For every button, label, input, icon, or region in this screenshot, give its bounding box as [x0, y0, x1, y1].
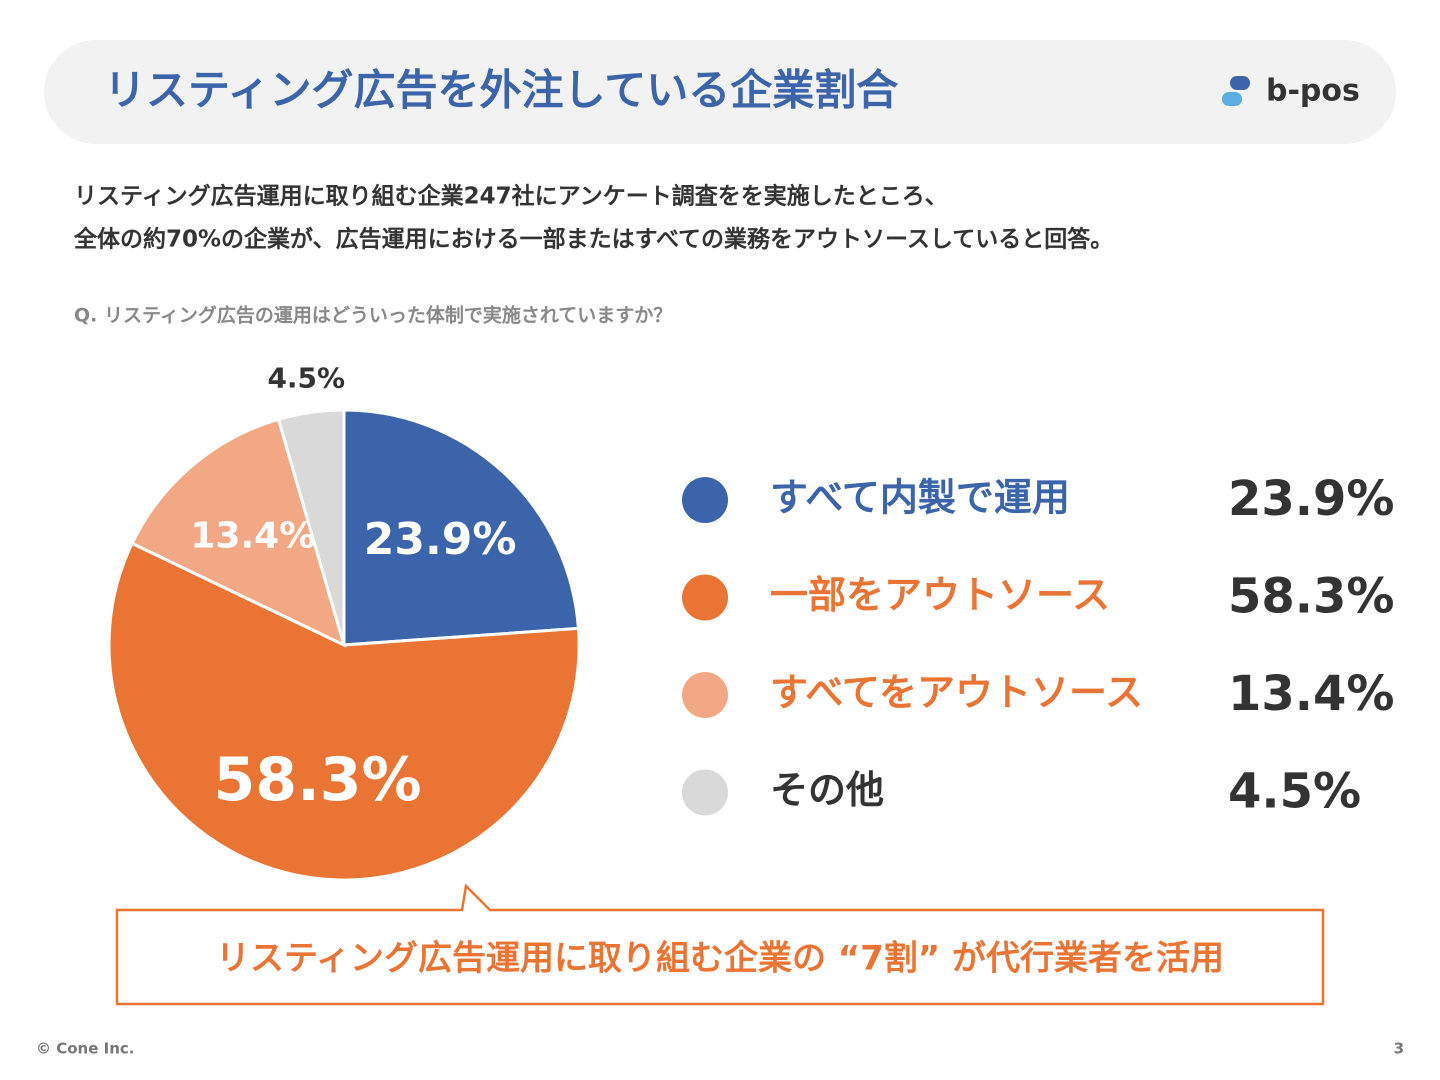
legend-label: すべて内製で運用 — [770, 476, 1070, 520]
legend-swatch — [682, 672, 728, 718]
pie-slice — [107, 541, 581, 882]
pie-slice — [130, 417, 347, 648]
slice-label: 58.3% — [214, 745, 422, 815]
legend-label: その他 — [770, 768, 884, 812]
legend-swatch — [682, 477, 728, 523]
copyright: © Cone Inc. — [36, 1040, 134, 1058]
page-number: 3 — [1394, 1040, 1404, 1058]
legend-label: 一部をアウトソース — [770, 573, 1110, 617]
legend: すべて内製で運用 23.9% 一部をアウトソース 58.3% すべてをアウトソース 13.… — [682, 471, 1395, 820]
legend-swatch — [682, 769, 728, 816]
description: 全体の約70%の企業が、広告運用における一部またはすべての業務をアウトソースして… — [73, 226, 1113, 253]
logo-text: b-pos — [1266, 74, 1360, 109]
callout-text: リスティング広告運用に取り組む企業の “7割” が代行業者を活用 — [216, 939, 1224, 979]
question: Q. リスティング広告の運用はどういった体制で実施されていますか？ — [74, 304, 672, 327]
pie-slice — [276, 408, 346, 646]
legend-value: 58.3% — [1228, 569, 1395, 625]
legend-label: すべてをアウトソース — [770, 671, 1143, 715]
legend-value: 13.4% — [1228, 666, 1395, 722]
legend-value: 23.9% — [1228, 471, 1395, 527]
description: リスティング広告運用に取り組む企業247社にアンケート調査をを実施したところ、 — [74, 183, 948, 210]
title: リスティング広告を外注している企業割合 — [104, 66, 898, 115]
pie-slice — [342, 408, 581, 647]
legend-swatch — [682, 574, 728, 621]
logo-icon — [1222, 76, 1250, 106]
callout-box — [115, 883, 1325, 1006]
slice-label: 23.9% — [364, 514, 517, 565]
slice-label: 4.5% — [267, 362, 345, 395]
pie: 23.9% 58.3% 13.4% 4.5% — [107, 362, 581, 882]
legend-value: 4.5% — [1228, 764, 1361, 820]
header-bg — [44, 40, 1396, 144]
slice-label: 13.4% — [190, 515, 315, 556]
